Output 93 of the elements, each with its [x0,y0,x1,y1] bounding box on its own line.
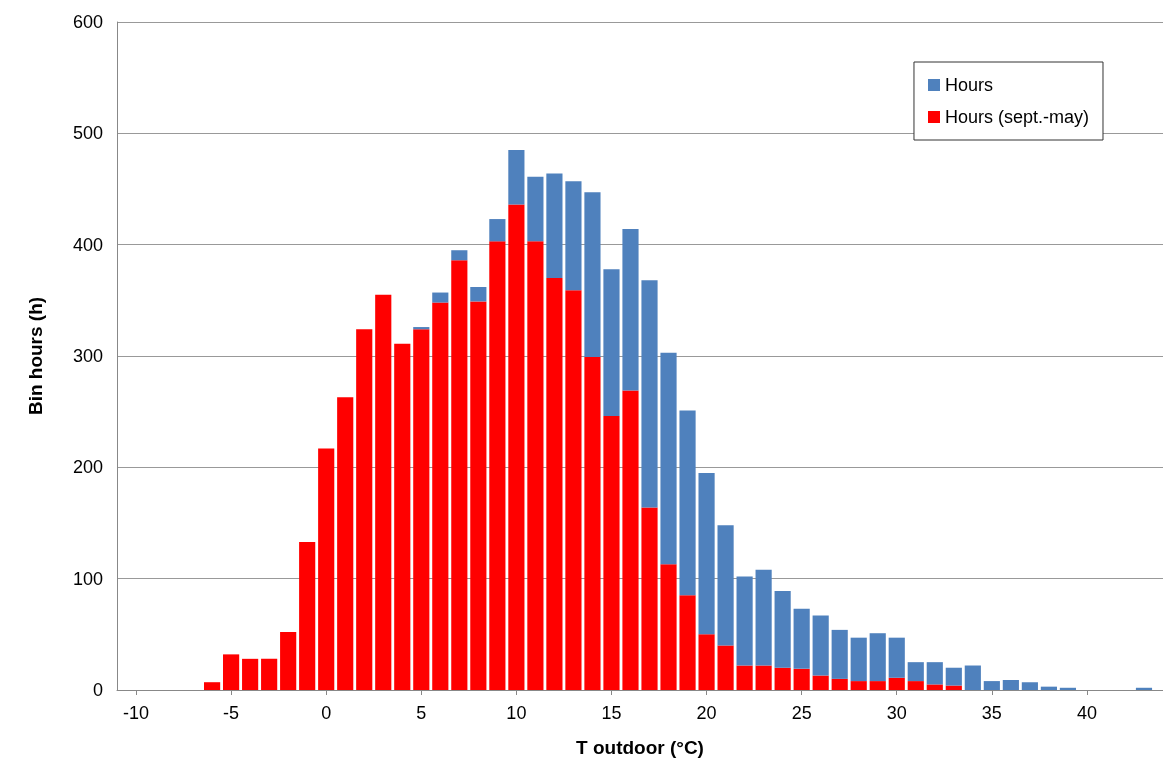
y-tick-label: 400 [72,234,103,255]
bar [470,286,487,302]
x-tick-label: -5 [223,703,240,723]
bar [679,595,696,690]
legend-label: Hours (sept.-may) [944,107,1089,127]
bar [261,658,278,690]
bar [907,662,924,682]
bar [774,590,791,668]
x-tick-label: 30 [886,703,907,723]
bar [755,665,772,690]
bar [451,250,468,261]
bar [945,667,962,686]
bar [812,675,829,690]
bar [983,681,1000,690]
bar [394,343,411,690]
bar [907,681,924,690]
y-tick-label: 600 [72,12,103,32]
bar [622,229,639,391]
bar [698,634,715,690]
bar [888,677,905,690]
bar [1021,682,1038,690]
y-tick-label: 200 [72,457,103,478]
bar [527,241,544,690]
bar [793,668,810,690]
bar [736,576,753,666]
bar [774,667,791,690]
x-tick-label: 35 [981,703,1002,723]
bar [451,260,468,690]
bar [660,564,677,690]
bar [812,615,829,676]
bar [318,448,335,690]
bar [470,301,487,690]
bar [831,678,848,690]
bar [869,681,886,690]
bar [755,569,772,666]
bar [337,397,354,690]
bar [546,173,563,279]
x-tick-label: 40 [1076,703,1097,723]
bar [717,645,734,690]
bar [204,682,221,690]
x-axis-title: T outdoor (°C) [576,737,704,758]
bar [223,654,240,690]
bar [1002,679,1019,690]
bar [489,241,506,690]
x-tick-label: -10 [123,703,150,723]
bar [299,541,316,690]
bar [698,472,715,635]
bar [831,629,848,679]
bar [926,662,943,685]
x-tick-label: 0 [321,703,332,723]
bar [565,181,582,291]
y-tick-label: 0 [92,680,103,700]
bar [584,357,601,690]
bar [888,637,905,678]
bar [584,192,601,358]
bar [432,292,449,303]
bar [489,219,506,242]
bar [622,390,639,690]
y-tick-label: 300 [72,346,103,366]
bar [527,176,544,242]
bar [717,525,734,646]
bar [660,352,677,565]
bar [793,608,810,669]
bar [869,633,886,682]
bar [413,329,430,690]
bar [603,416,620,690]
bar [565,290,582,690]
bar [508,204,525,690]
bar [641,507,658,690]
bar [641,280,658,508]
x-tick-label: 20 [696,703,717,723]
bar [850,637,867,682]
y-tick-label: 500 [72,123,103,144]
x-tick-label: 15 [601,703,622,723]
bar [736,665,753,690]
bar [375,294,392,690]
y-axis-title: Bin hours (h) [25,296,46,416]
bar [546,278,563,690]
bar [603,269,620,417]
legend-label: Hours [944,75,993,95]
bar [356,329,373,690]
y-tick-label: 100 [72,568,103,589]
x-tick-label: 5 [416,703,427,723]
x-tick-label: 25 [791,703,812,723]
bar [280,632,297,690]
bar [432,302,449,690]
bar [850,681,867,690]
bar [242,658,259,690]
bar [964,665,981,690]
bar [926,684,943,690]
bar [508,150,525,205]
x-tick-label: 10 [506,703,527,723]
bar [679,410,696,596]
